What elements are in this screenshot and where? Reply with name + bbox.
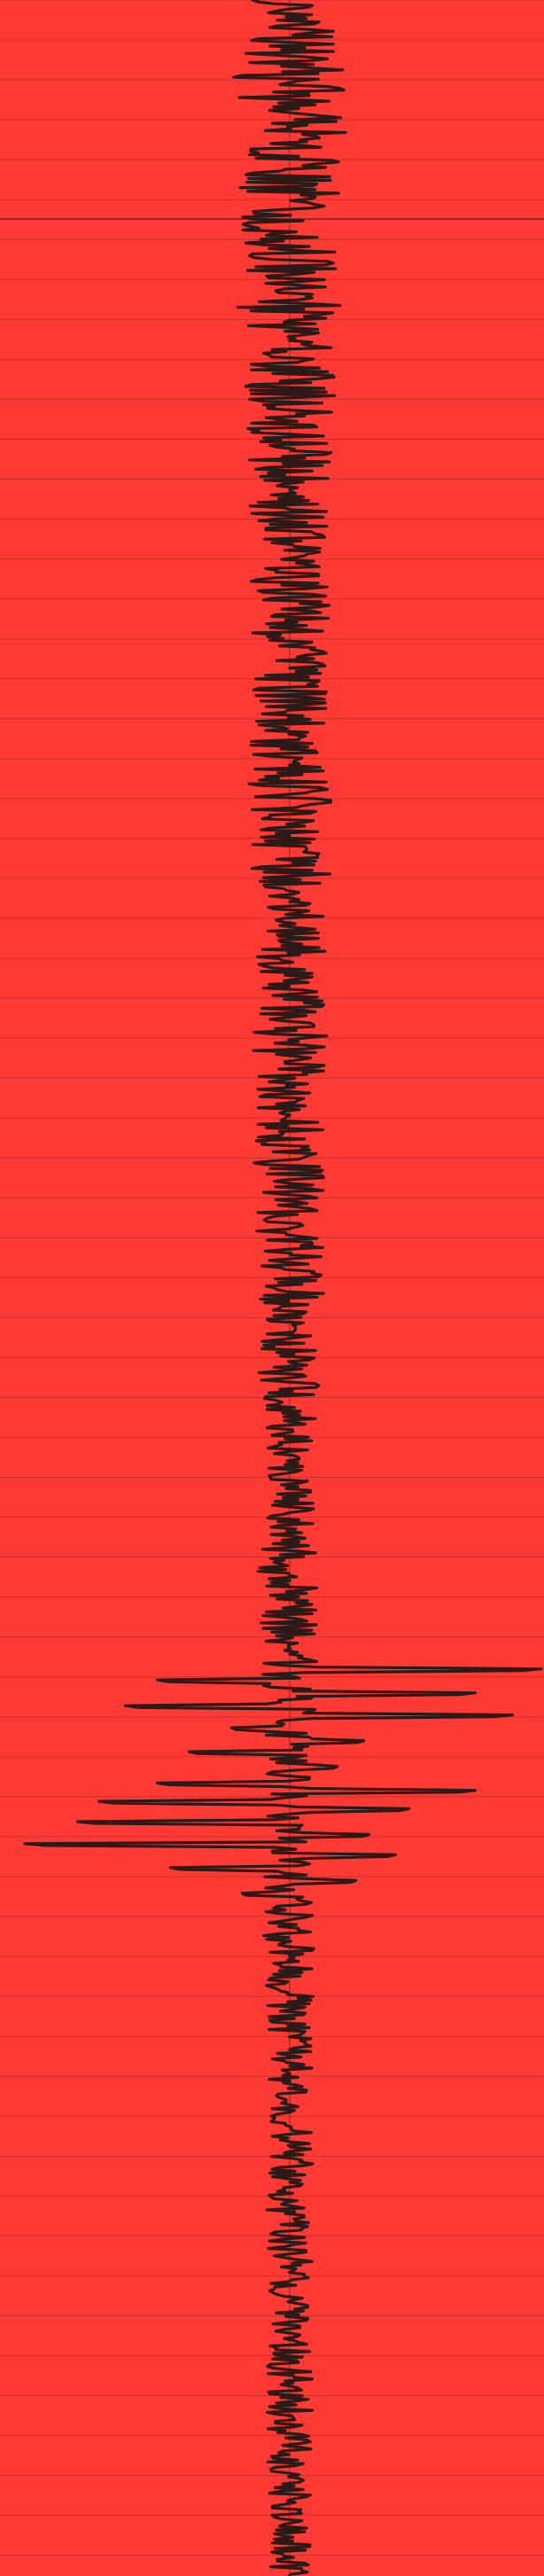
seismic-trace-line (23, 0, 543, 2576)
trace-group (23, 0, 543, 2576)
